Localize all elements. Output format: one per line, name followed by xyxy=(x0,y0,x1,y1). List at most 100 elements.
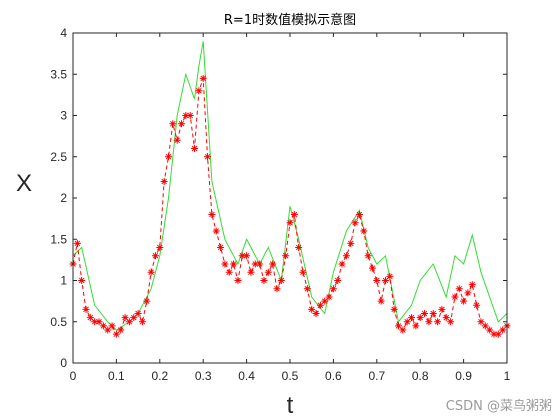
data-point-marker xyxy=(230,260,238,268)
data-point-marker xyxy=(347,239,355,247)
data-point-marker xyxy=(273,285,281,293)
data-point-marker xyxy=(421,310,429,317)
data-point-marker xyxy=(299,268,307,276)
data-point-marker xyxy=(199,74,207,82)
data-point-marker xyxy=(117,326,125,334)
data-point-marker xyxy=(481,322,489,330)
data-point-marker xyxy=(395,322,402,330)
data-point-marker xyxy=(295,244,303,251)
data-point-marker xyxy=(151,252,159,260)
data-point-marker xyxy=(221,260,229,268)
data-point-marker xyxy=(381,277,389,284)
data-point-marker xyxy=(104,326,112,334)
data-point-marker xyxy=(460,297,468,305)
data-point-marker xyxy=(412,322,420,330)
data-point-marker xyxy=(195,87,203,95)
data-point-marker xyxy=(264,268,272,276)
data-point-marker xyxy=(234,277,242,284)
data-point-marker xyxy=(390,305,398,313)
data-point-marker xyxy=(125,318,133,326)
data-point-marker xyxy=(316,301,324,309)
data-point-marker xyxy=(282,252,290,260)
data-point-marker xyxy=(434,318,442,326)
x-tick-label: 0.5 xyxy=(282,369,299,383)
data-point-marker xyxy=(338,260,346,268)
data-point-marker xyxy=(438,305,446,313)
data-point-marker xyxy=(143,297,151,305)
watermark: CSDN @菜鸟粥粥 xyxy=(445,399,552,414)
series-line-green xyxy=(72,41,508,331)
data-point-marker xyxy=(164,153,172,161)
series-layer xyxy=(69,41,511,338)
x-tick-label: 0.2 xyxy=(151,369,168,383)
data-point-marker xyxy=(403,318,411,326)
x-tick-label: 0.4 xyxy=(238,369,255,383)
y-tick-label: 4 xyxy=(60,26,67,40)
data-point-marker xyxy=(112,330,120,338)
data-point-marker xyxy=(486,326,494,334)
data-point-marker xyxy=(208,211,216,218)
data-point-marker xyxy=(429,310,437,317)
data-point-marker xyxy=(464,289,472,297)
data-point-marker xyxy=(399,326,407,334)
data-point-marker xyxy=(351,219,359,227)
data-point-marker xyxy=(442,314,450,322)
data-point-marker xyxy=(99,322,107,330)
data-point-marker xyxy=(243,252,251,260)
y-axis-label: X xyxy=(16,170,32,197)
data-point-marker xyxy=(225,268,233,276)
data-point-marker xyxy=(286,219,294,227)
axes-layer: 0 0.1 0.2 0.3 0.4 0.5 0.6 0.7 0.8 0.9 1 0 0.5 1 1.5 2 2.… xyxy=(50,26,510,383)
data-point-marker xyxy=(95,318,103,326)
data-point-marker xyxy=(217,244,225,251)
data-point-marker xyxy=(130,314,138,322)
data-point-marker xyxy=(256,260,264,268)
x-tick-label: 0.7 xyxy=(368,369,385,383)
data-point-marker xyxy=(325,293,333,301)
x-tick-label: 1 xyxy=(504,369,511,383)
data-point-marker xyxy=(368,264,376,272)
data-point-marker xyxy=(334,277,342,284)
y-tick-label: 1 xyxy=(60,274,67,288)
data-point-marker xyxy=(455,285,463,293)
data-point-marker xyxy=(477,318,485,326)
data-point-marker xyxy=(186,112,194,119)
data-point-marker xyxy=(312,310,320,317)
data-point-marker xyxy=(191,145,199,152)
data-point-marker xyxy=(355,211,363,218)
data-point-marker xyxy=(303,285,311,293)
y-tick-label: 0.5 xyxy=(50,315,67,329)
data-point-marker xyxy=(468,281,476,289)
x-tick-label: 0.8 xyxy=(412,369,429,383)
x-tick-label: 0.1 xyxy=(108,369,125,383)
data-point-marker xyxy=(247,268,255,276)
y-tick-label: 3.5 xyxy=(50,67,67,81)
x-tick-label: 0.6 xyxy=(325,369,342,383)
data-point-marker xyxy=(425,318,433,326)
data-point-marker xyxy=(290,211,298,218)
data-point-marker xyxy=(260,277,268,284)
data-point-marker xyxy=(73,239,81,247)
data-point-marker xyxy=(212,227,220,235)
data-point-marker xyxy=(416,314,424,322)
data-point-marker xyxy=(108,322,116,330)
data-point-marker xyxy=(160,178,168,185)
data-point-marker xyxy=(308,305,316,313)
data-point-marker xyxy=(121,314,129,322)
data-point-marker xyxy=(138,318,146,326)
data-point-marker xyxy=(147,268,155,276)
x-axis-label: t xyxy=(287,392,294,419)
y-tick-label: 2 xyxy=(60,191,67,205)
plot-area xyxy=(73,33,507,363)
data-point-marker xyxy=(134,310,142,317)
data-point-marker xyxy=(408,314,416,322)
data-point-marker xyxy=(82,305,90,313)
data-point-marker xyxy=(321,297,329,305)
x-tick-label: 0.3 xyxy=(195,369,212,383)
x-tick-label: 0 xyxy=(70,369,77,383)
y-tick-label: 3 xyxy=(60,109,67,123)
y-tick-label: 0 xyxy=(60,356,67,370)
data-point-marker xyxy=(342,252,350,260)
data-point-marker xyxy=(473,301,481,309)
